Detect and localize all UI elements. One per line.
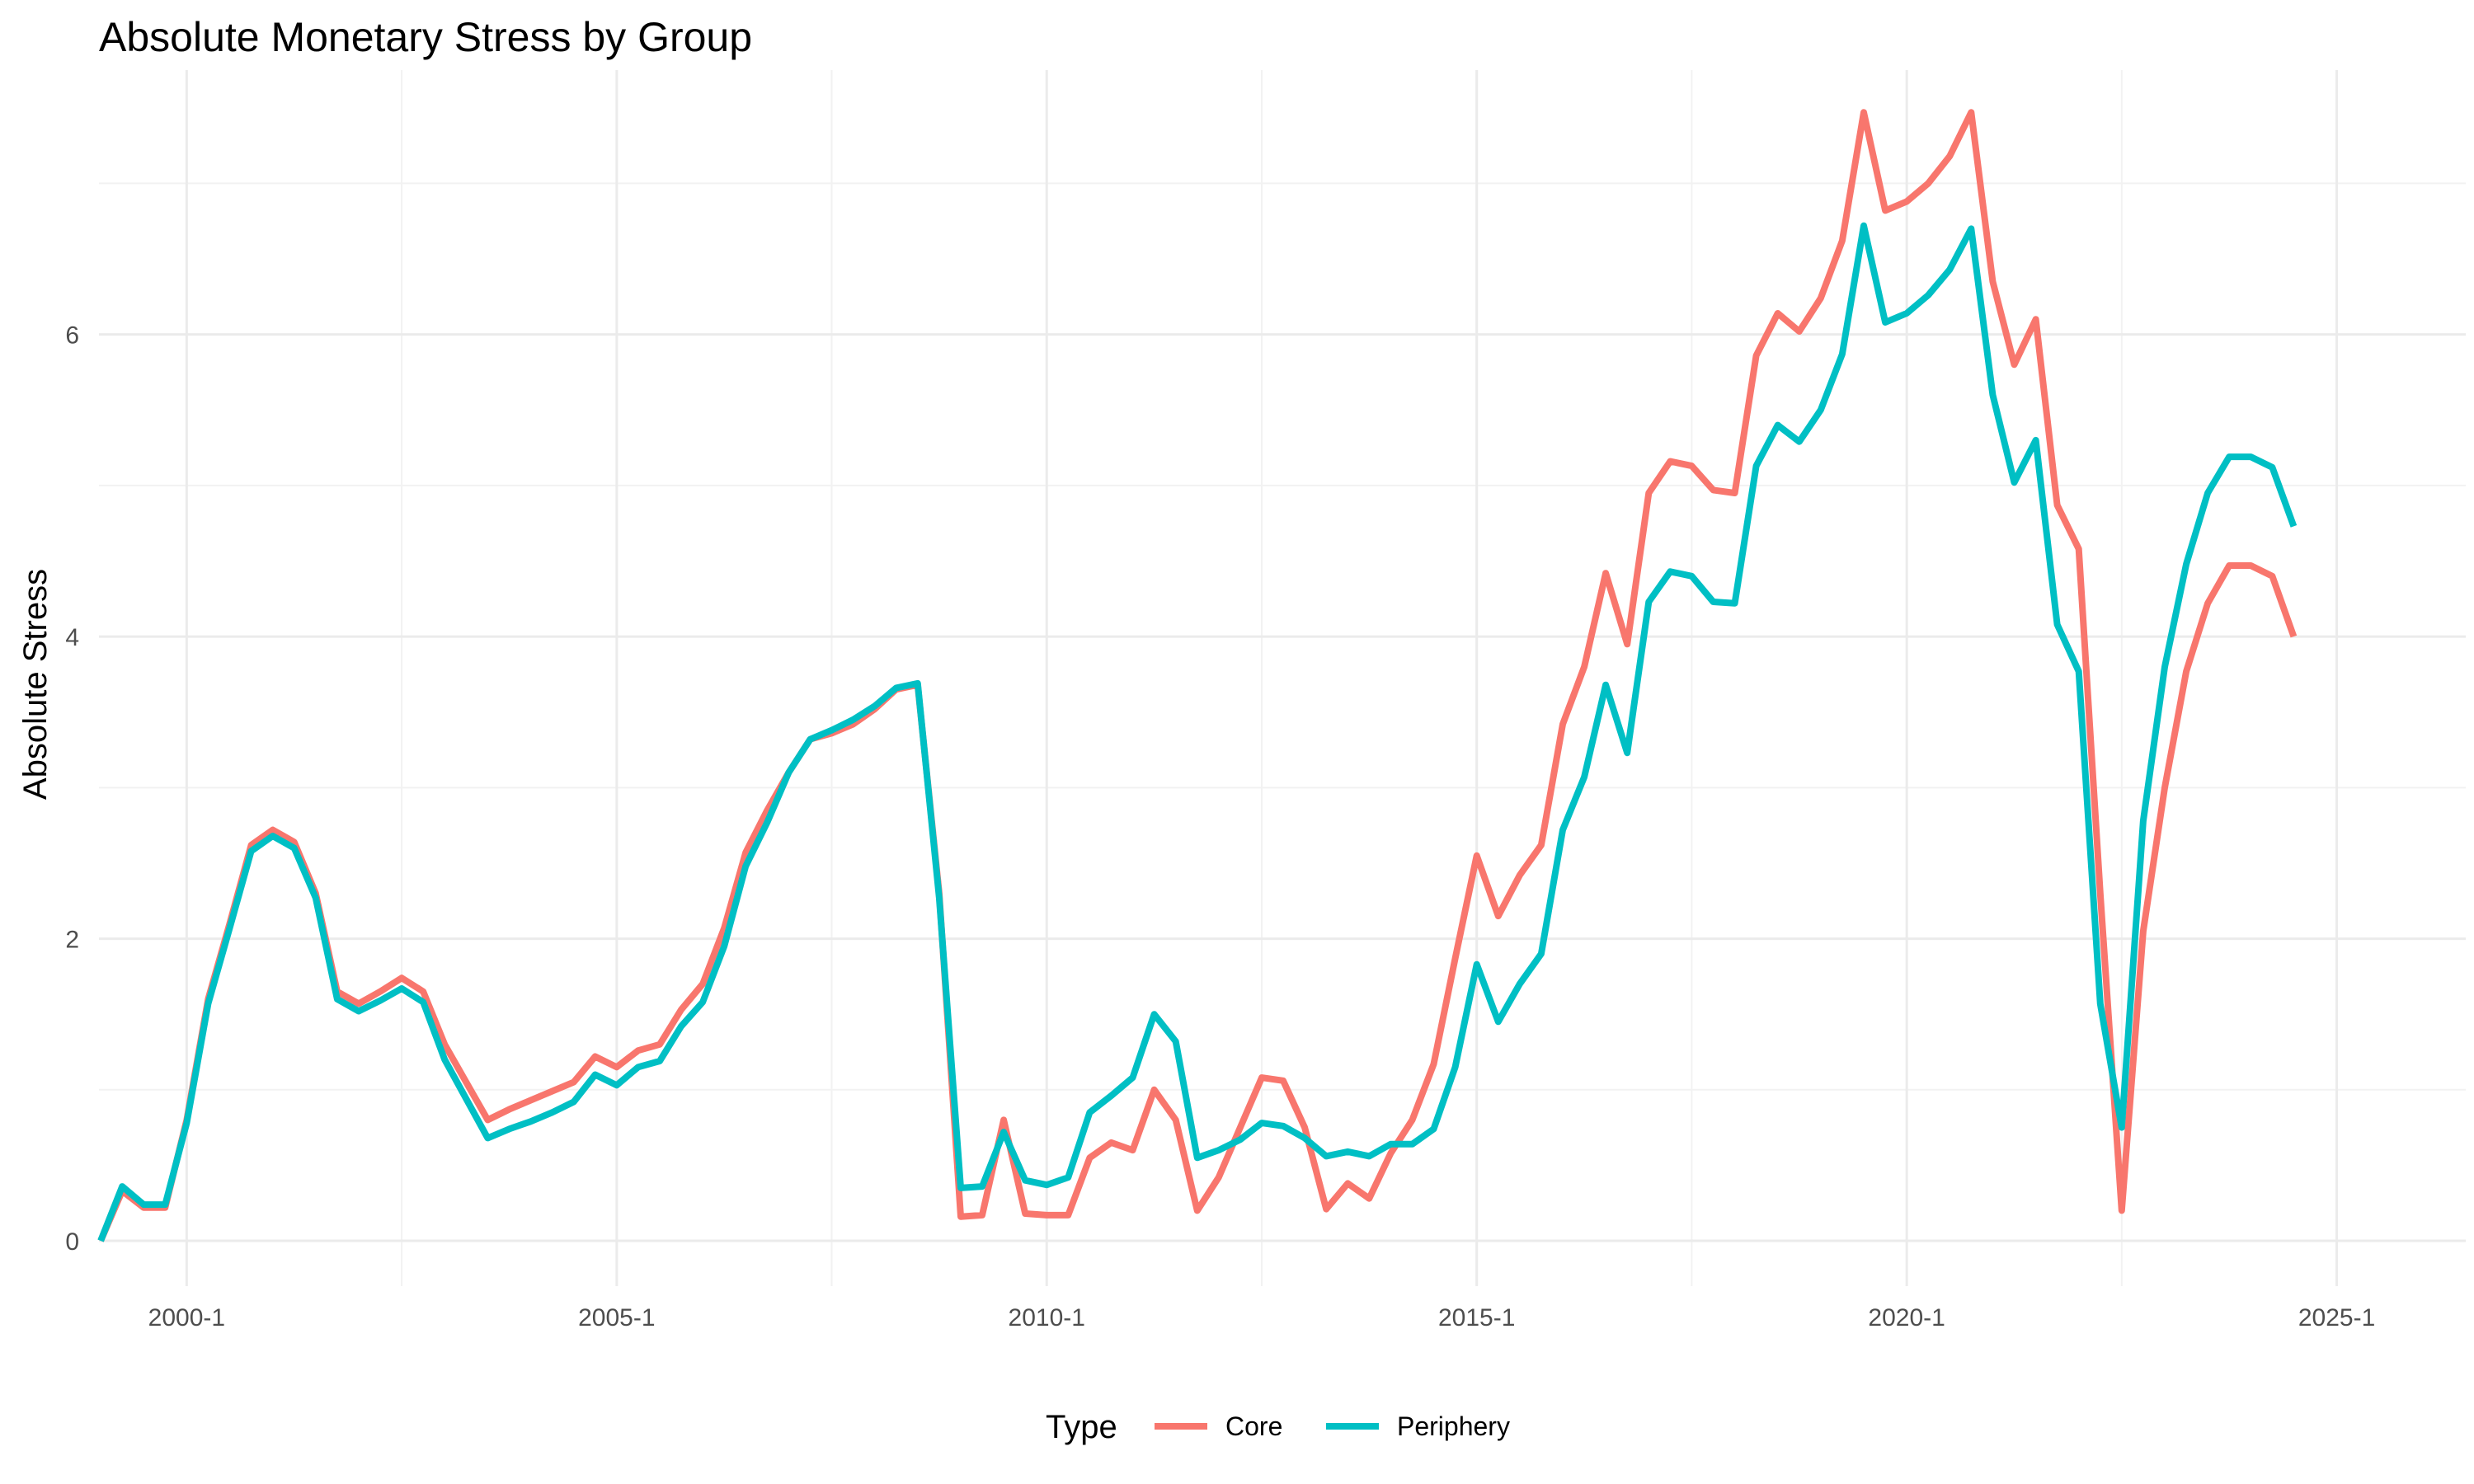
y-tick-label: 0 [65, 1228, 79, 1256]
x-tick-label: 2025-1 [2298, 1304, 2375, 1331]
x-tick-label: 2000-1 [148, 1304, 225, 1331]
series-line-periphery [97, 222, 2298, 1242]
x-axis-ticks: 2000-1 2005-1 2010-1 2015-1 2020-1 2025-1 [148, 1304, 2376, 1331]
chart-title: Absolute Monetary Stress by Group [99, 14, 752, 60]
y-tick-label: 2 [65, 927, 79, 954]
x-tick-label: 2020-1 [1868, 1304, 1945, 1331]
y-axis-title: Absolute Stress [17, 569, 54, 800]
legend: Type Core Periphery [1046, 1409, 1510, 1445]
x-tick-label: 2005-1 [578, 1304, 655, 1331]
legend-items: Core Periphery [1155, 1411, 1510, 1441]
series-line-core [97, 109, 2298, 1242]
y-tick-label: 4 [65, 624, 79, 651]
y-tick-label: 6 [65, 322, 79, 350]
x-tick-label: 2015-1 [1438, 1304, 1515, 1331]
legend-label-core: Core [1225, 1411, 1282, 1441]
legend-label-periphery: Periphery [1397, 1411, 1510, 1441]
grid [99, 70, 2466, 1286]
x-tick-label: 2010-1 [1009, 1304, 1085, 1331]
legend-title: Type [1046, 1409, 1117, 1445]
y-axis-ticks: 0 2 4 6 [65, 322, 79, 1256]
series-group [97, 109, 2298, 1242]
